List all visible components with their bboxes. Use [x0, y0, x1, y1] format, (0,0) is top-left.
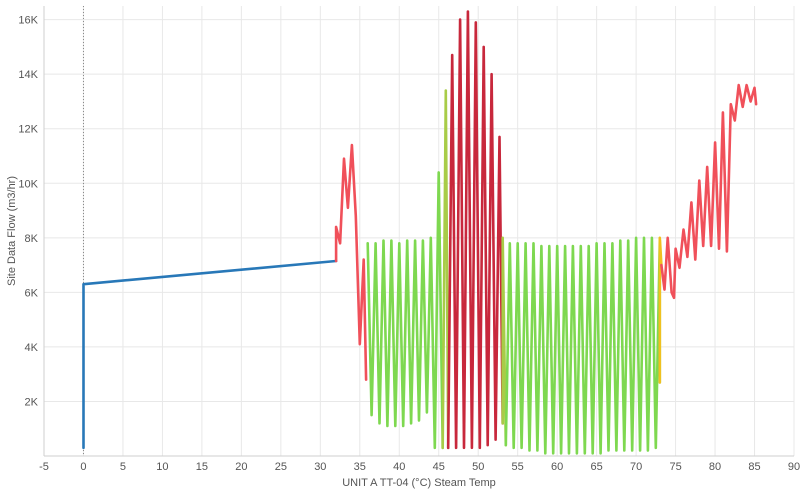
y-tick-label: 12K — [18, 124, 38, 136]
series-line-9 — [660, 83, 758, 300]
x-tick-label: 70 — [630, 461, 642, 473]
y-axis-title: Site Data Flow (m3/hr) — [6, 176, 18, 286]
x-tick-label: 10 — [156, 461, 168, 473]
x-tick-label: 5 — [120, 461, 126, 473]
series-lines — [82, 10, 758, 455]
x-tick-label: -5 — [39, 461, 49, 473]
x-tick-label: 55 — [512, 461, 524, 473]
y-tick-label: 16K — [18, 15, 38, 27]
series-line-6 — [501, 236, 508, 447]
series-line-8 — [658, 236, 663, 384]
y-tick-label: 8K — [25, 233, 39, 245]
x-tick-label: 85 — [748, 461, 760, 473]
series-line-5 — [446, 10, 504, 450]
series-line-2 — [334, 143, 368, 381]
x-tick-label: 35 — [354, 461, 366, 473]
y-tick-label: 6K — [25, 287, 39, 299]
x-tick-label: 45 — [433, 461, 445, 473]
x-tick-label: 20 — [235, 461, 247, 473]
x-tick-label: 60 — [551, 461, 563, 473]
x-tick-label: 0 — [80, 461, 86, 473]
x-tick-label: 40 — [393, 461, 405, 473]
x-tick-label: 15 — [196, 461, 208, 473]
series-line-7 — [504, 236, 662, 455]
y-tick-label: 4K — [25, 342, 39, 354]
gridlines — [43, 6, 795, 456]
y-tick-label: 14K — [18, 69, 38, 81]
x-tick-label: 80 — [709, 461, 721, 473]
x-tick-label: 25 — [275, 461, 287, 473]
x-tick-label: 90 — [788, 461, 800, 473]
x-tick-labels: -5 0 5 10 15 20 25 30 35 40 45 50 55 60 65 70 75 80 85 90 — [39, 461, 800, 473]
x-tick-label: 50 — [472, 461, 484, 473]
x-tick-label: 75 — [669, 461, 681, 473]
x-tick-label: 30 — [314, 461, 326, 473]
x-tick-label: 65 — [591, 461, 603, 473]
series-line-3 — [366, 171, 444, 450]
y-tick-label: 2K — [25, 396, 39, 408]
y-tick-labels: 2K 4K 6K 8K 10K 12K 14K 16K — [18, 15, 38, 409]
y-tick-label: 10K — [18, 178, 38, 190]
series-line-1 — [82, 259, 338, 450]
series-line-4 — [441, 89, 450, 450]
x-axis-title: UNIT A TT-04 (°C) Steam Temp — [342, 477, 496, 489]
